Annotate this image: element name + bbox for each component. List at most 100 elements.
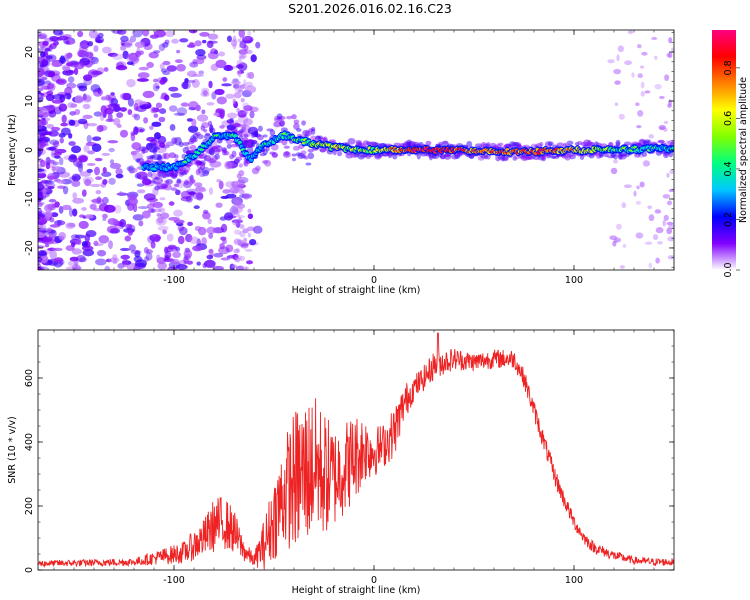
heatmap-noise-cell [93,243,104,247]
heatmap-noise-cell [163,94,170,101]
heatmap-halo-cell [205,132,210,136]
heatmap-noise-cell [126,53,138,62]
heatmap-noise-cell [647,205,653,210]
heatmap-noise-cell [188,42,195,48]
heatmap-halo-cell [174,154,179,159]
heatmap-noise-cell [130,55,140,64]
heatmap-halo-cell [657,140,666,144]
heatmap-noise-cell [56,180,66,184]
heatmap-noise-cell [201,237,207,246]
heatmap-halo-cell [214,153,220,160]
heatmap-noise-cell [635,232,644,239]
snr-y-label: SNR (10 * v/v) [7,416,18,484]
heatmap-noise-cell [607,59,615,64]
heatmap-noise-cell [45,156,51,166]
heatmap-noise-cell [38,250,47,257]
heatmap-noise-cell [220,257,231,261]
heatmap-noise-cell [45,55,53,60]
heatmap-noise-cell [46,124,55,129]
heatmap-noise-cell [613,238,618,244]
heatmap-noise-cell [232,35,237,43]
heatmap-halo-cell [501,155,509,162]
heatmap-noise-cell [93,45,99,52]
heatmap-x-axis: -100 0 100 [53,30,675,286]
heatmap-halo-cell [310,135,317,141]
heatmap-noise-cell [207,33,219,40]
heatmap-noise-cell [74,234,86,239]
heatmap-noise-cell [132,214,144,221]
heatmap-noise-cell [62,66,71,71]
heatmap-noise-cell [127,97,134,107]
heatmap-noise-cell [180,190,192,199]
heatmap-noise-cell [243,237,248,243]
heatmap-noise-cell [242,228,249,234]
heatmap-noise-cell [143,246,149,254]
heatmap-noise-cell [151,121,162,127]
heatmap-noise-cell [242,102,250,110]
heatmap-noise-cell [101,152,111,156]
heatmap-noise-cell [644,241,653,245]
heatmap-noise-cell [648,214,655,222]
heatmap-noise-cell [239,55,246,60]
heatmap-noise-cell [668,188,674,193]
heatmap-y-axis: -20 -10 0 10 20 [24,32,674,268]
heatmap-halo-cell [197,134,204,140]
heatmap-noise-cell [38,158,44,163]
heatmap-noise-cell [201,87,210,94]
heatmap-noise-cell [38,198,42,203]
heatmap-noise-cell [45,104,56,111]
heatmap-noise-cell [146,197,158,203]
heatmap-noise-cell [249,239,257,246]
heatmap-noise-cell [87,150,95,155]
heatmap-noise-cell [624,184,632,189]
heatmap-noise-cell [103,204,116,213]
heatmap-noise-cell [215,202,223,208]
heatmap-halo-cell [187,141,195,145]
heatmap-noise-cell [130,132,136,142]
heatmap-halo-cell [209,127,216,134]
heatmap-noise-cell [235,182,241,188]
heatmap-noise-cell [133,266,140,270]
heatmap-halo-cell [229,120,234,125]
heatmap-halo-cell [225,139,233,144]
heatmap-noise-cell [122,50,129,60]
heatmap-noise-cell [155,85,160,89]
heatmap-noise-cell [98,235,110,244]
heatmap-noise-cell [618,113,625,120]
heatmap-noise-cell [44,211,53,217]
heatmap-noise-cell [164,251,172,259]
heatmap-noise-cell [223,212,234,221]
heatmap-noise-cell [637,109,644,117]
heatmap-noise-cell [648,262,653,269]
heatmap-noise-cell [49,43,57,50]
heatmap-noise-cell [225,64,232,70]
heatmap-noise-cell [79,40,90,49]
heatmap-halo-cell [466,140,473,148]
heatmap-noise-cell [234,256,241,263]
heatmap-noise-cell [119,92,130,100]
heatmap-noise-cell [43,204,53,213]
heatmap-noise-cell [180,102,189,107]
heatmap-noise-cell [667,255,674,260]
heatmap-noise-cell [81,245,94,251]
heatmap-noise-cell [243,193,250,201]
heatmap-noise-cell [187,221,194,226]
heatmap-noise-cell [38,141,43,150]
heatmap-noise-cell [225,93,235,99]
heatmap-noise-cell [53,257,64,264]
heatmap-noise-cell [48,45,53,52]
heatmap-halo-cell [173,183,180,188]
heatmap-noise-cell [241,123,248,128]
heatmap-halo-cell [232,122,241,128]
heatmap-noise-cell [216,96,227,105]
heatmap-noise-cell [51,203,57,209]
heatmap-noise-cell [73,67,79,76]
heatmap-noise-cell [57,185,66,189]
heatmap-noise-cell [38,202,43,208]
heatmap-noise-cell [152,78,159,83]
heatmap-noise-cell [73,175,81,181]
heatmap-noise-cell [644,90,651,94]
heatmap-noise-cell [44,179,55,185]
heatmap-noise-cell [641,51,648,56]
x-tick-label: 0 [371,575,377,586]
